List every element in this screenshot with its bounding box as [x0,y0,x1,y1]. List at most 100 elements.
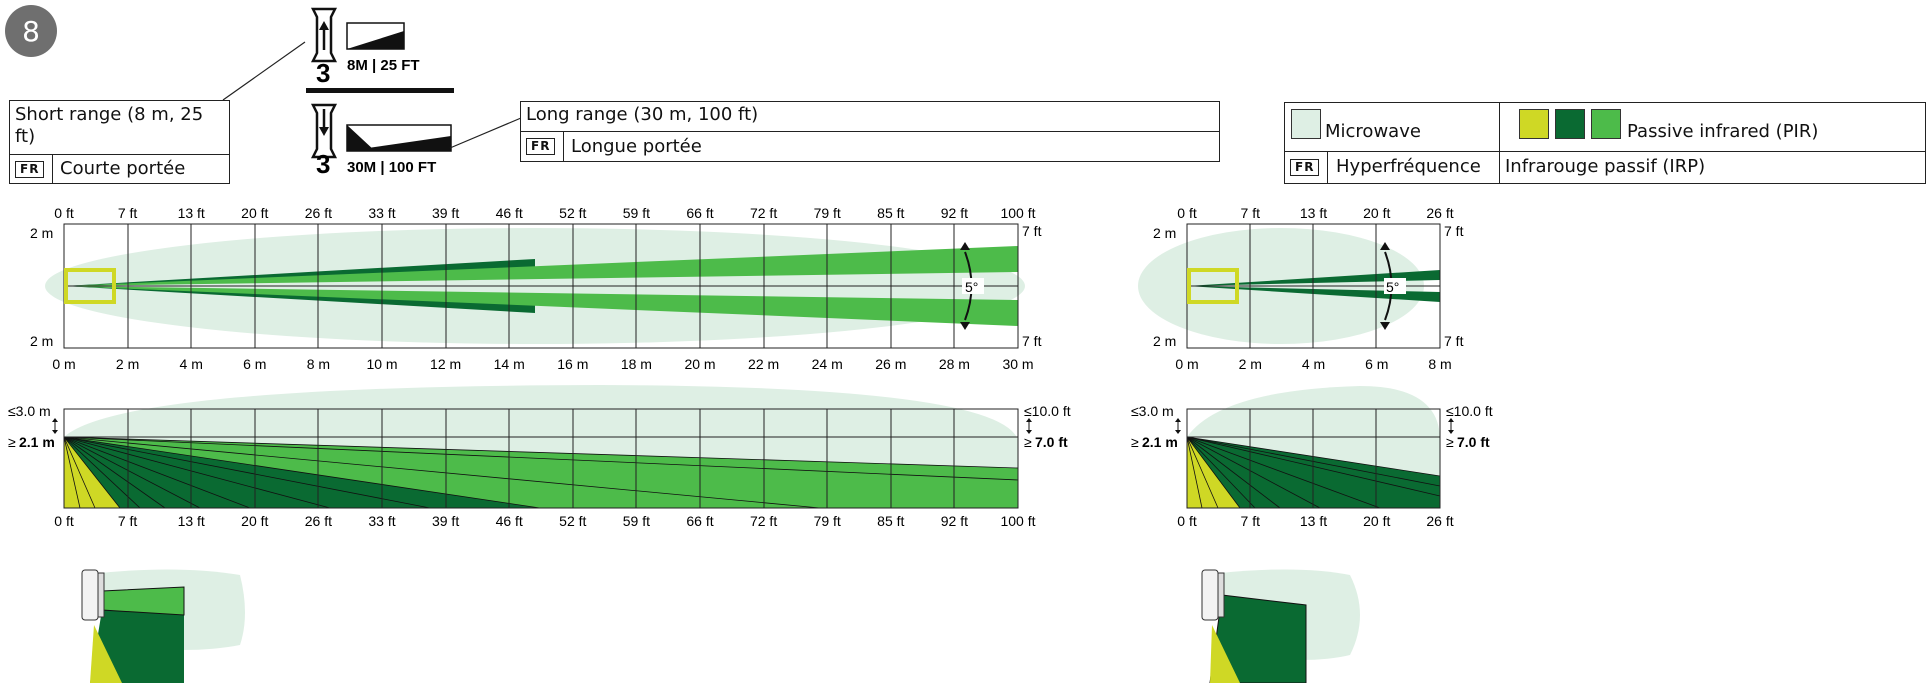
step-number-badge: 8 [5,5,57,57]
right-min-prefix: ≥ [1024,434,1032,450]
pir-zones [63,436,1019,509]
tick-label: 59 ft [623,205,650,221]
right-bottom-label: 7 ft [1022,333,1042,349]
tick-label: 46 ft [496,513,523,529]
left-min-prefix: ≥ [8,434,16,450]
long-range-fr-text: Longue portée [571,136,702,157]
left-min-label: 2.1 m [1142,434,1178,450]
long-range-side-view: ≤3.0 m ≥ 2.1 m ≤10.0 ft ≥ 7.0 ft 0 ft 7 f… [8,385,1071,529]
long-range-fr-row: FR Longue portée [521,131,1219,161]
tick-label: 24 m [812,356,843,372]
tick-label: 0 ft [54,205,74,221]
tick-label: 79 ft [814,205,841,221]
fr-tag: FR [526,138,556,155]
tick-label: 66 ft [686,205,713,221]
tick-label: 85 ft [877,205,904,221]
tick-label: 18 m [621,356,652,372]
detector-marker [1187,268,1239,304]
grid [1186,408,1441,509]
tick-label: 28 m [939,356,970,372]
tick-label: 30 m [1002,356,1033,372]
tick-label: 4 m [1302,356,1325,372]
tick-label: 13 ft [178,205,205,221]
tick-label: 0 ft [54,513,74,529]
left-top-label: 2 m [30,225,53,241]
long-mode-step: 3 [316,149,330,175]
tick-label: 13 ft [178,513,205,529]
tick-label: 72 ft [750,205,777,221]
right-min-prefix: ≥ [1446,434,1454,450]
tick-label: 66 ft [686,513,713,529]
microwave-swatch [1291,109,1321,139]
tick-label: 39 ft [432,513,459,529]
height-arrow-icon [52,418,58,434]
tick-label: 0 m [1175,356,1198,372]
tick-label: 39 ft [432,205,459,221]
fr-tag: FR [1290,159,1320,176]
m-axis-ticks: 0 m 2 m 4 m 6 m 8 m [1175,356,1451,372]
left-top-label: 2 m [1153,225,1176,241]
range-mode-selector: 3 8M | 25 FT 3 30M | 100 FT [306,7,454,175]
pir-yellow-swatch [1519,109,1549,139]
right-top-label: 7 ft [1022,223,1042,239]
tick-label: 10 m [366,356,397,372]
tick-label: 14 m [494,356,525,372]
angle-label: 5° [965,279,978,295]
right-min-label: 7.0 ft [1035,434,1068,450]
tick-label: 92 ft [941,513,968,529]
right-bottom-label: 7 ft [1444,333,1464,349]
tick-label: 16 m [557,356,588,372]
height-arrow-icon [1026,418,1032,434]
short-range-3d-illustration [1201,569,1360,683]
tick-label: 7 ft [118,513,138,529]
pir-mid-swatch [1591,109,1621,139]
short-range-fr-row: FR Courte portée [10,154,229,183]
tick-label: 6 m [243,356,266,372]
legend: Microwave Passive infrared (PIR) FR Hype… [1284,102,1926,184]
left-bottom-label: 2 m [30,333,53,349]
short-range-top-view: 5° 2 m 2 m 7 ft 7 ft 0 ft 7 ft 13 ft 20 ft 2… [1138,205,1464,372]
tick-label: 100 ft [1000,513,1035,529]
tick-label: 85 ft [877,513,904,529]
tick-label: 0 m [52,356,75,372]
long-range-callout: Long range (30 m, 100 ft) FR Longue port… [520,101,1220,162]
grid [63,408,1019,509]
ft-axis-ticks: 0 ft 7 ft 13 ft 20 ft 26 ft 33 ft 39 ft 46 ft 52… [54,205,1035,221]
tick-label: 33 ft [368,513,395,529]
tick-label: 59 ft [623,513,650,529]
pir-dark-swatch [1555,109,1585,139]
detector-device-icon [1201,569,1225,621]
tick-label: 33 ft [368,205,395,221]
legend-fr-pir: Infrarouge passif (IRP) [1505,156,1706,177]
tick-label: 8 m [1428,356,1451,372]
long-range-label: Long range (30 m, 100 ft) [526,104,759,125]
short-mode-distance: 8M | 25 FT [347,57,420,74]
long-range-top-view: 5° 2 m 2 m 7 ft 7 ft 0 ft 7 ft 13 ft 20 ft 2… [30,205,1042,372]
tick-label: 20 ft [241,513,268,529]
legend-fr-microwave: Hyperfréquence [1336,156,1481,177]
short-mode-step: 3 [316,58,330,88]
tick-label: 2 m [116,356,139,372]
tick-label: 46 ft [496,205,523,221]
right-max-label: ≤10.0 ft [1446,403,1493,419]
tick-label: 22 m [748,356,779,372]
tick-label: 72 ft [750,513,777,529]
angle-indicator: 5° [1380,242,1406,330]
tick-label: 20 m [684,356,715,372]
tick-label: 7 ft [118,205,138,221]
tick-label: 26 ft [305,513,332,529]
right-top-label: 7 ft [1444,223,1464,239]
tick-label: 52 ft [559,205,586,221]
tick-label: 7 ft [1241,205,1261,221]
tick-label: 6 m [1365,356,1388,372]
right-max-label: ≤10.0 ft [1024,403,1071,419]
angle-indicator: 5° [960,242,984,330]
legend-microwave: Microwave [1325,121,1421,142]
short-range-fr-text: Courte portée [60,158,186,179]
tick-label: 8 m [307,356,330,372]
tick-label: 13 ft [1300,205,1327,221]
left-min-label: 2.1 m [19,434,55,450]
long-mode-distance: 30M | 100 FT [347,159,436,175]
ft-axis-ticks: 0 ft 7 ft 13 ft 20 ft 26 ft [1177,205,1453,221]
